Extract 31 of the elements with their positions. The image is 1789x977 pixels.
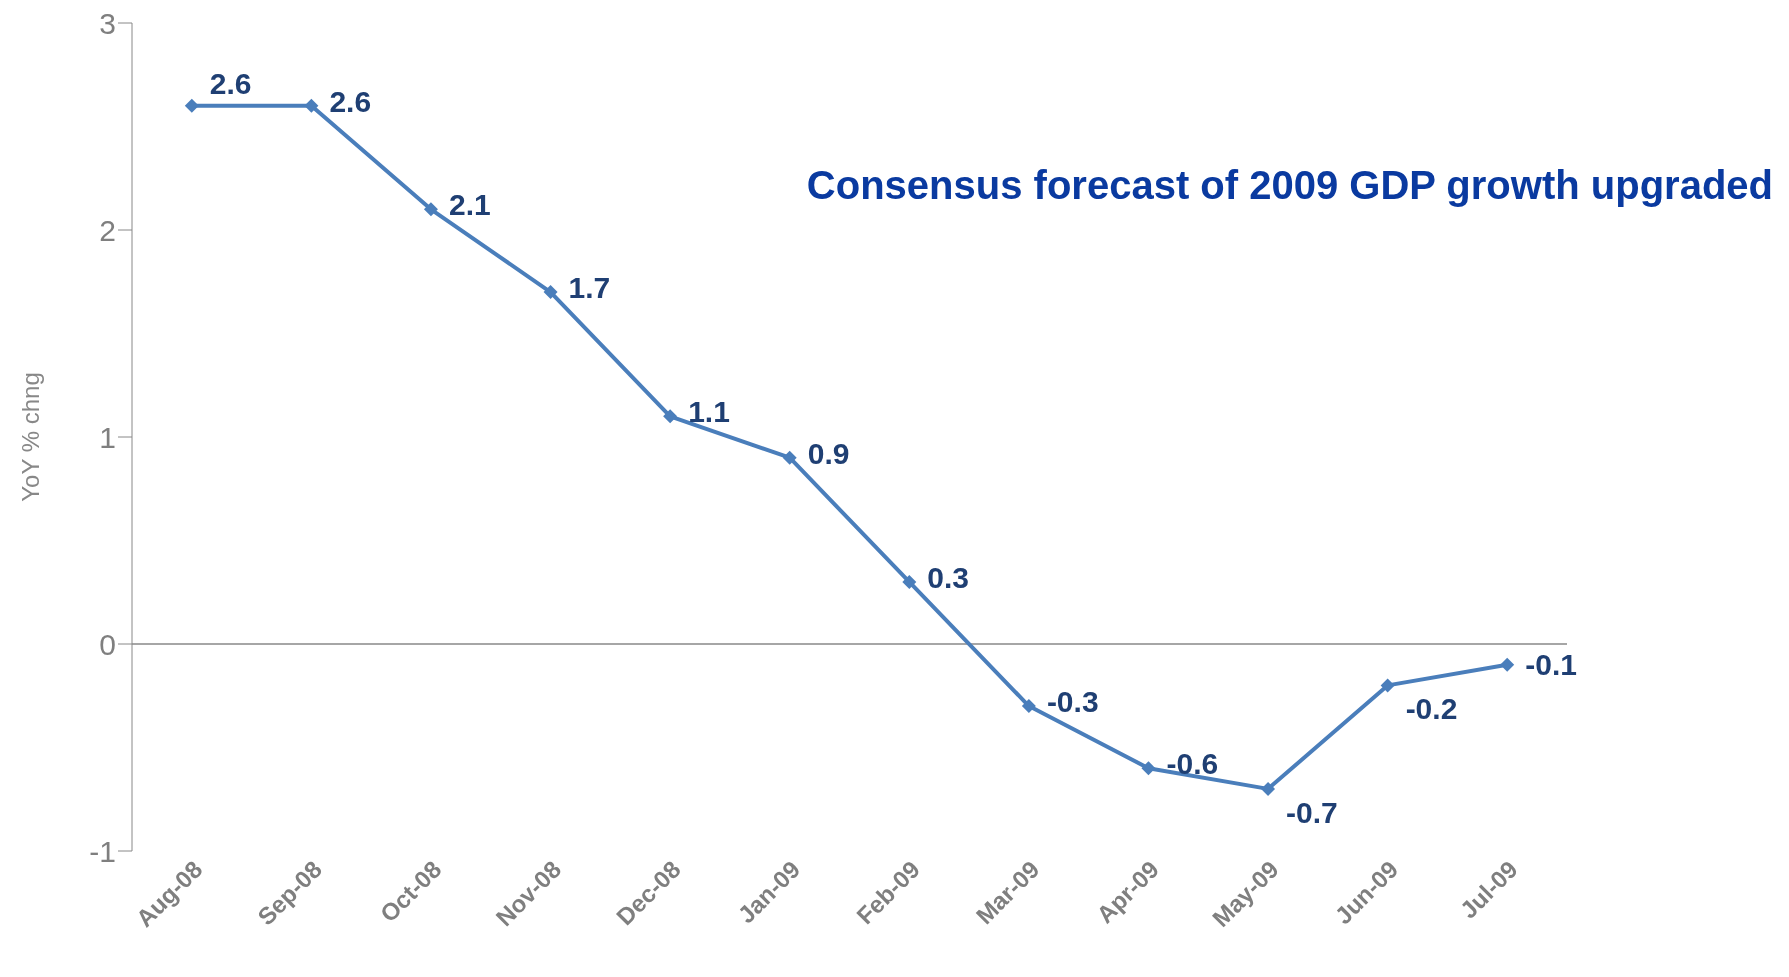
data-label: 2.6 [209, 66, 252, 100]
point [902, 574, 917, 589]
y-tick-label: 2 [99, 213, 116, 247]
data-label: -0.3 [1046, 685, 1099, 719]
y-tick-label: 0 [99, 627, 116, 661]
point [663, 409, 678, 424]
point [543, 285, 558, 300]
data-label: -0.6 [1166, 747, 1219, 781]
data-label: -0.7 [1286, 795, 1338, 829]
point [304, 98, 319, 113]
data-label: 0.3 [927, 560, 970, 594]
y-axis-title: YoY % chng [16, 372, 44, 502]
data-label: 2.1 [448, 188, 491, 222]
data-label: 0.9 [807, 436, 850, 470]
point [1141, 761, 1156, 776]
data-label: -0.2 [1405, 692, 1458, 726]
y-tick-label: 1 [99, 420, 116, 454]
data-label: 2.6 [329, 84, 372, 118]
data-label: -0.1 [1525, 647, 1577, 681]
y-tick-label: -1 [89, 834, 116, 868]
point [1500, 657, 1515, 672]
data-label: 1.1 [688, 395, 730, 429]
point [1261, 781, 1276, 796]
point [423, 202, 438, 217]
data-label: 1.7 [568, 271, 611, 305]
point [184, 98, 199, 113]
point [1380, 678, 1395, 693]
text: Consensus forecast of 2009 GDP growth upgraded [806, 163, 1773, 208]
point [782, 450, 797, 465]
y-tick-label: 3 [99, 6, 116, 40]
point [1021, 699, 1036, 714]
